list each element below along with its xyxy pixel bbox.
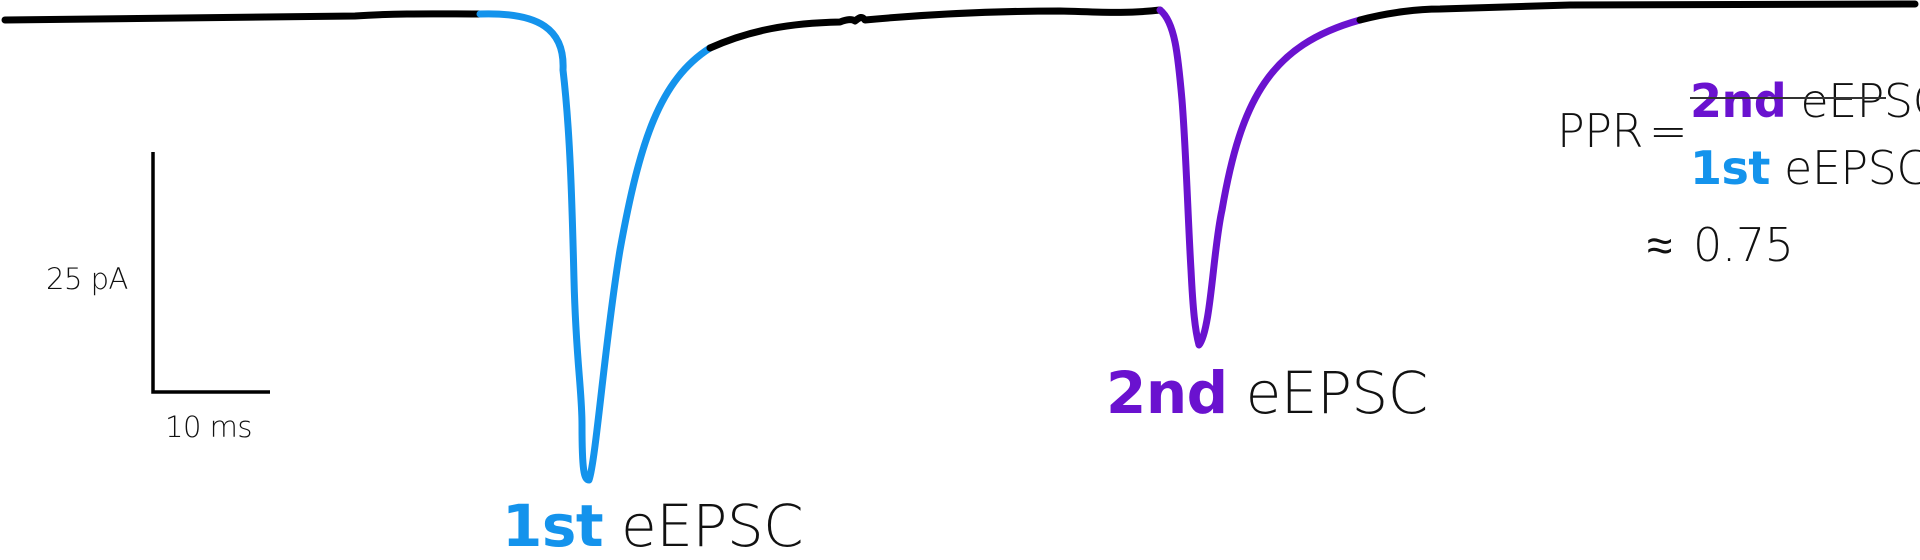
second-eepsc-name: eEPSC (1245, 359, 1429, 427)
baseline-trace-start (1, 10, 484, 24)
baseline-trace-end (1356, 0, 1919, 24)
second-eepsc-label: 2nd eEPSC (1106, 364, 1428, 422)
baseline-trace-middle (706, 6, 1164, 52)
denominator-name: eEPSC (1784, 141, 1920, 195)
numerator-name: eEPSC (1800, 74, 1920, 128)
scale-bar-horizontal-label: 10 ms (165, 410, 252, 444)
scale-bar (151, 152, 270, 394)
scale-bar-vertical-label: 25 pA (46, 262, 128, 296)
first-eepsc-ordinal: 1st (502, 492, 604, 560)
numerator-ordinal: 2nd (1690, 74, 1787, 128)
fraction-bar (1690, 97, 1886, 99)
approx-sign: ≈ (1647, 218, 1672, 272)
first-eepsc-trace (476, 10, 714, 484)
denominator-ordinal: 1st (1690, 141, 1770, 195)
ppr-denominator: 1st eEPSC (1690, 145, 1920, 191)
ppr-label: PPR (1557, 104, 1643, 158)
second-eepsc-ordinal: 2nd (1106, 359, 1228, 427)
equals-sign: = (1649, 104, 1688, 158)
first-eepsc-name: eEPSC (621, 492, 804, 560)
second-eepsc-trace (1156, 6, 1364, 349)
ppr-value: 0.75 (1693, 218, 1794, 272)
ppr-numerator: 2nd eEPSC (1690, 78, 1920, 124)
first-eepsc-label: 1st eEPSC (502, 497, 804, 555)
